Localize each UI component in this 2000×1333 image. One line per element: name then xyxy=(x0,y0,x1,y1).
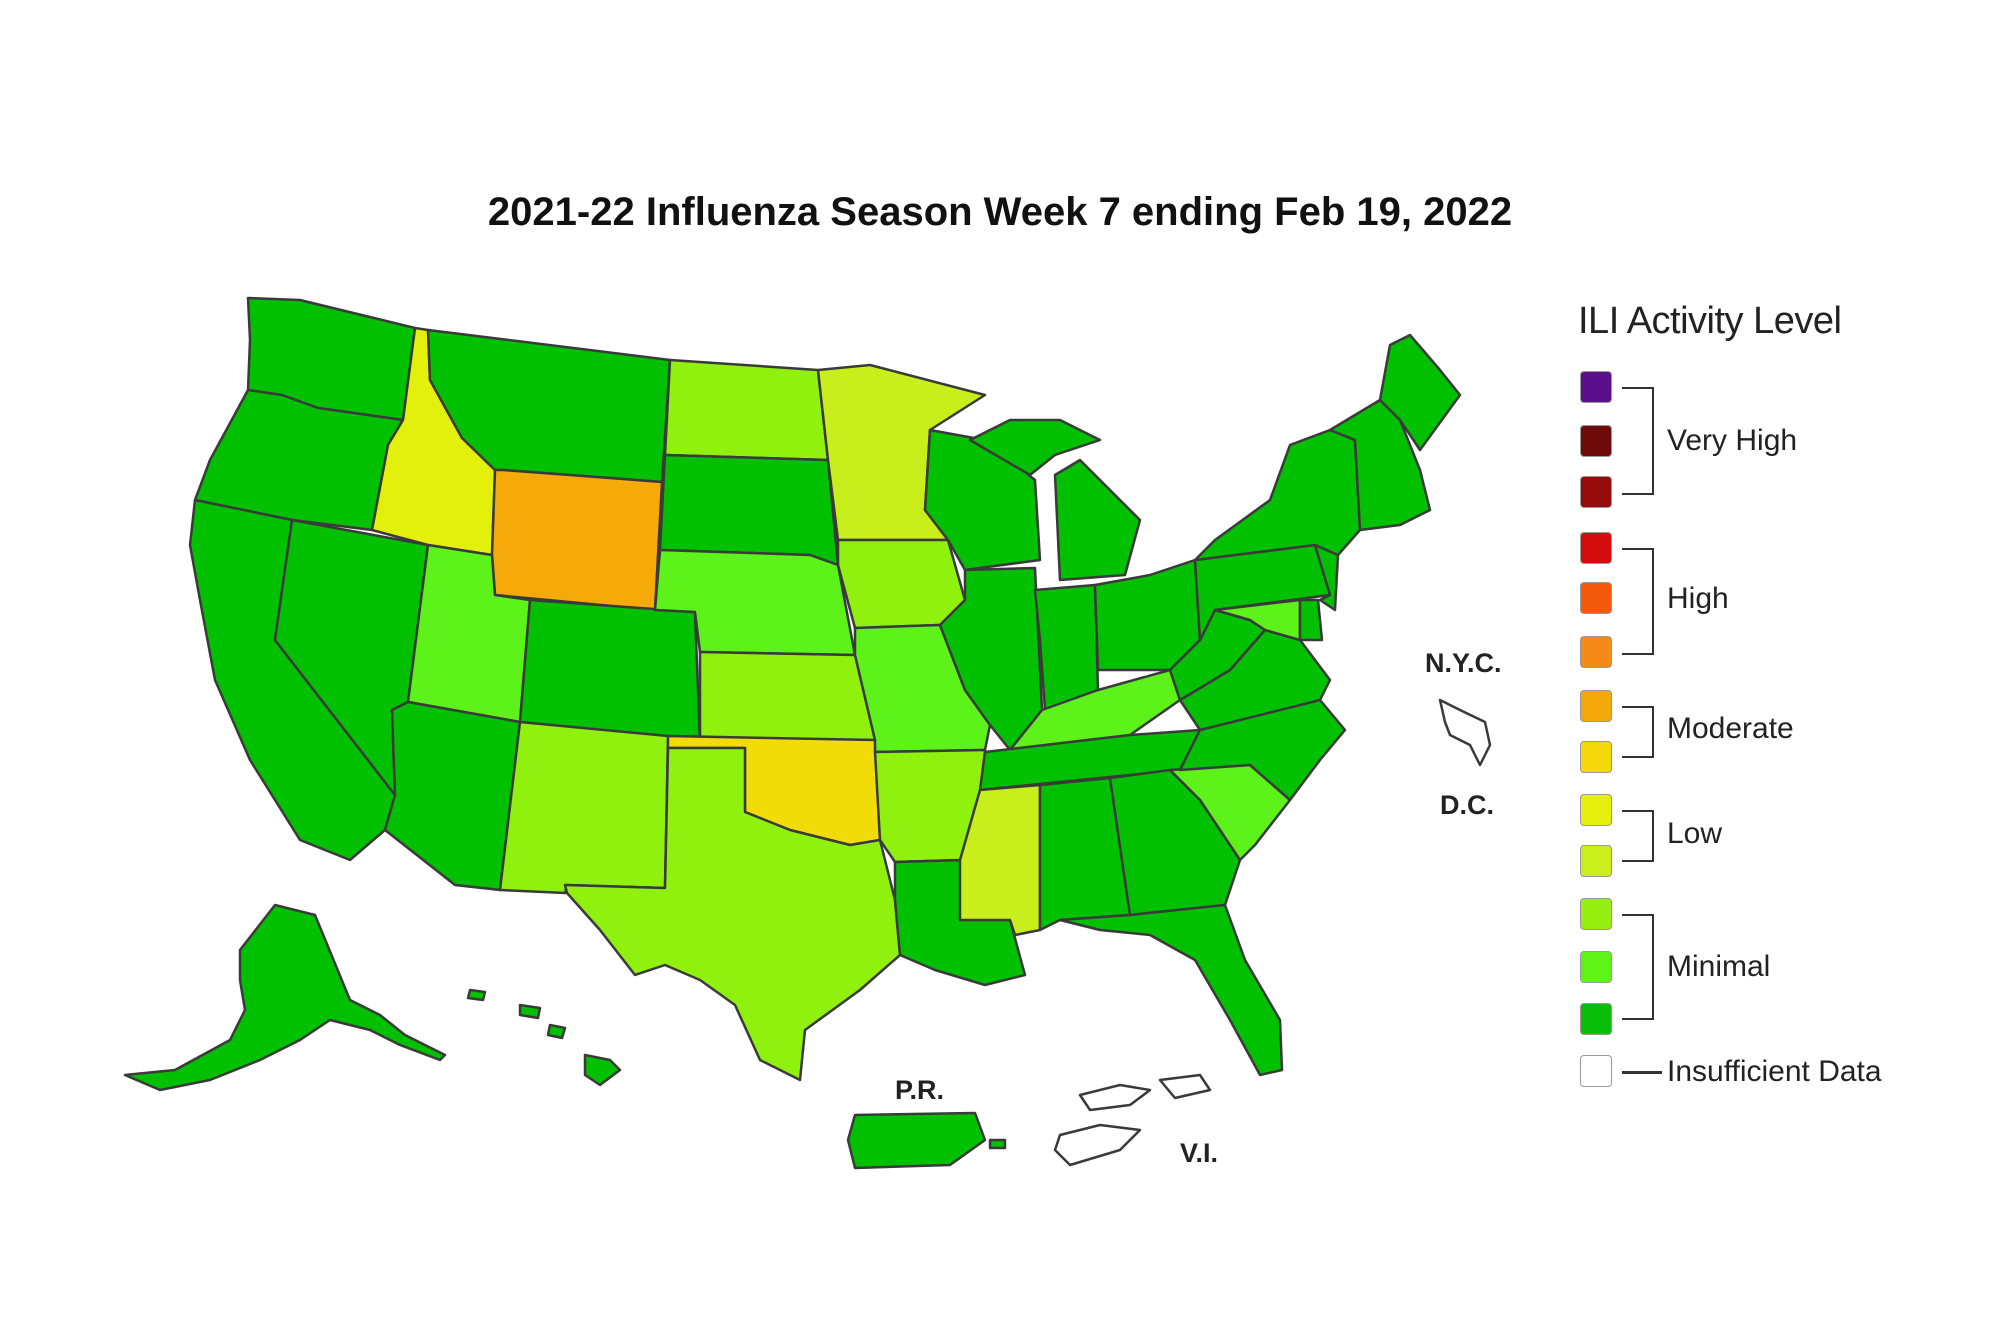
legend-bracket-minimal xyxy=(1622,914,1654,1020)
legend-swatch-minimal-1 xyxy=(1580,898,1612,930)
state-hawaii[interactable] xyxy=(466,988,622,1087)
legend-level-moderate: Moderate xyxy=(1667,712,1794,745)
state-maryland[interactable] xyxy=(1213,598,1302,642)
state-iowa[interactable] xyxy=(836,538,967,630)
territory-puerto-rico[interactable] xyxy=(846,1111,1007,1170)
vi-label: V.I. xyxy=(1180,1138,1219,1168)
legend-level-low: Low xyxy=(1667,817,1723,850)
legend-insufficient-data: Insufficient Data xyxy=(1667,1055,1882,1088)
legend-swatch-insufficient xyxy=(1580,1055,1612,1087)
state-arizona[interactable] xyxy=(383,700,522,892)
legend-swatch-low-2 xyxy=(1580,845,1612,877)
legend-swatch-minimal-2 xyxy=(1580,951,1612,983)
legend-swatch-high-2 xyxy=(1580,582,1612,614)
dc-label: D.C. xyxy=(1440,790,1494,820)
legend-bracket-very-high xyxy=(1622,387,1654,495)
state-michigan[interactable] xyxy=(1053,458,1142,582)
state-wyoming[interactable] xyxy=(490,468,664,612)
state-alaska[interactable] xyxy=(123,903,447,1092)
state-maine[interactable] xyxy=(1378,333,1462,452)
legend-swatch-minimal-3 xyxy=(1580,1003,1612,1035)
nyc-label: N.Y.C. xyxy=(1425,648,1502,678)
legend-level-high: High xyxy=(1667,582,1729,615)
territory-virgin-islands[interactable] xyxy=(1053,1073,1212,1167)
state-new-mexico[interactable] xyxy=(498,720,670,895)
legend-swatch-high-1 xyxy=(1580,532,1612,564)
legend-insufficient-line xyxy=(1622,1071,1662,1074)
legend-level-very-high: Very High xyxy=(1667,424,1798,457)
state-florida[interactable] xyxy=(1058,903,1284,1077)
legend-level-minimal: Minimal xyxy=(1667,950,1771,983)
state-delaware[interactable] xyxy=(1298,598,1324,642)
legend-bracket-low xyxy=(1622,810,1654,862)
legend-swatch-moderate-1 xyxy=(1580,690,1612,722)
legend-title: ILI Activity Level xyxy=(1578,300,1842,342)
legend-swatch-low-1 xyxy=(1580,794,1612,826)
territory-dc[interactable] xyxy=(1438,698,1492,767)
legend-swatch-high-3 xyxy=(1580,636,1612,668)
state-colorado[interactable] xyxy=(518,598,702,744)
legend-swatch-very-high-1 xyxy=(1580,371,1612,403)
state-texas[interactable] xyxy=(563,746,902,1082)
legend-bracket-high xyxy=(1622,548,1654,655)
state-new-york[interactable] xyxy=(1193,428,1362,562)
state-kansas[interactable] xyxy=(698,650,877,744)
pr-label: P.R. xyxy=(895,1075,945,1105)
state-south-dakota[interactable] xyxy=(658,453,840,567)
state-michigan-upper[interactable] xyxy=(968,418,1102,477)
legend-swatch-very-high-3 xyxy=(1580,476,1612,508)
legend-bracket-moderate xyxy=(1622,706,1654,758)
map-title: 2021-22 Influenza Season Week 7 ending F… xyxy=(487,190,1513,234)
legend-swatch-very-high-2 xyxy=(1580,425,1612,457)
state-north-dakota[interactable] xyxy=(663,358,830,462)
state-indiana[interactable] xyxy=(1033,583,1100,712)
legend-swatch-moderate-2 xyxy=(1580,741,1612,773)
